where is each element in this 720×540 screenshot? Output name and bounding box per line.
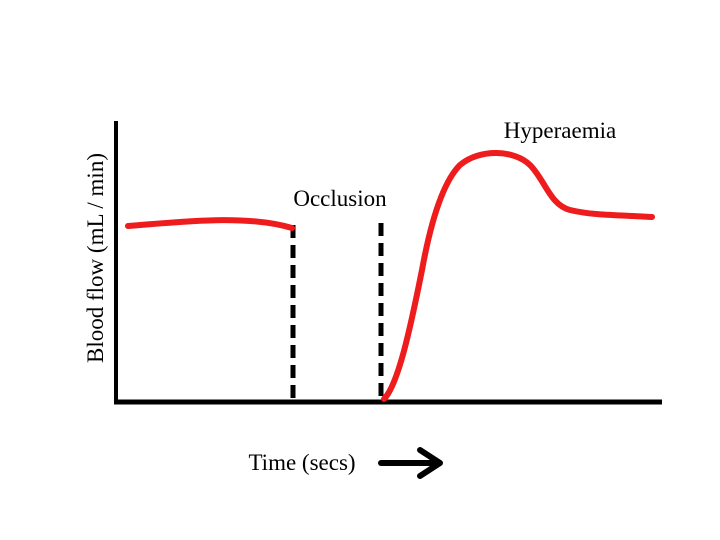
blood-flow-curve [125, 150, 655, 402]
x-axis-label: Time (secs) [248, 450, 355, 475]
occlusion-label: Occlusion [293, 186, 387, 211]
time-arrow-icon [378, 447, 443, 479]
hyperaemia-label: Hyperaemia [504, 118, 616, 143]
y-axis-label: Blood flow (mL / min) [83, 153, 108, 363]
